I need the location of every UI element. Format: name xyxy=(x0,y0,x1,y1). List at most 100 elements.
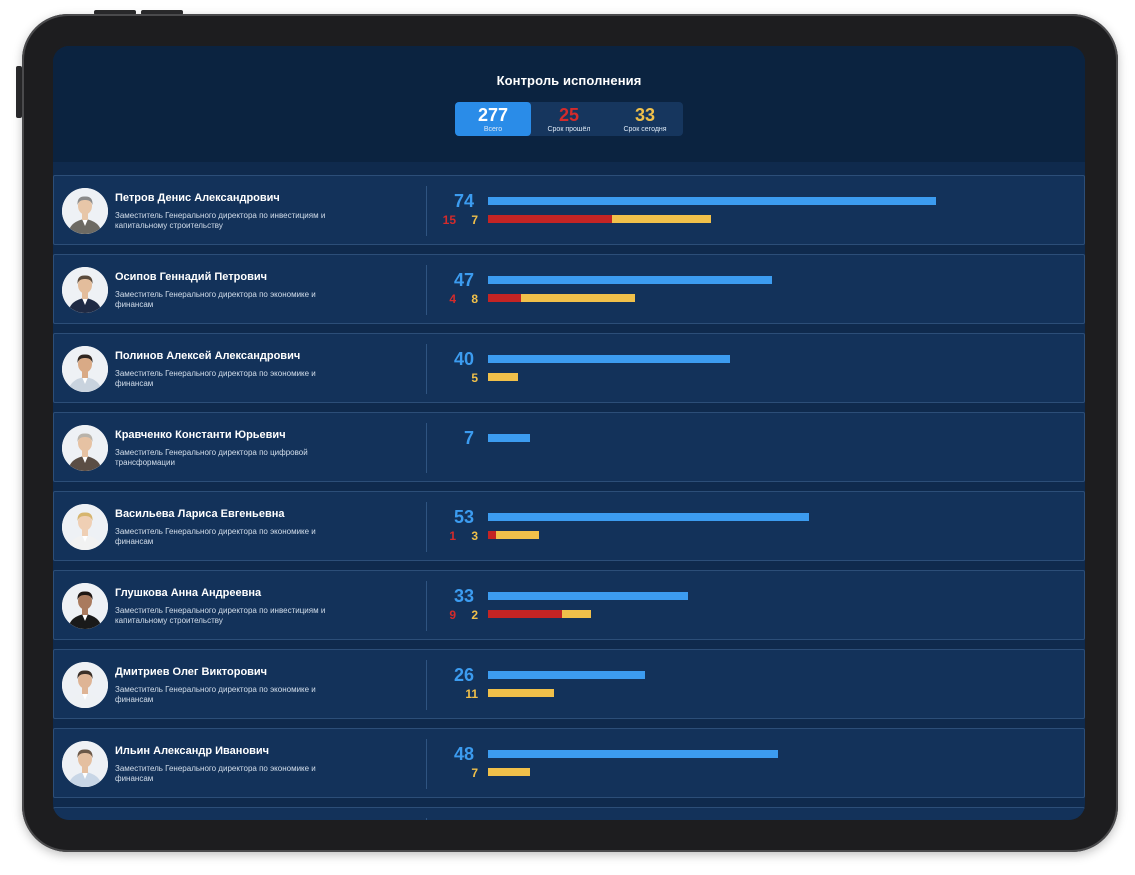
divider xyxy=(426,739,427,789)
employee-name: Ильин Александр Иванович xyxy=(115,745,270,757)
person-photo xyxy=(62,583,108,629)
total-bar xyxy=(488,750,779,758)
total-count: 26 xyxy=(453,665,474,685)
tab-today[interactable]: 33 Срок сегодня xyxy=(607,102,683,136)
total-count: 53 xyxy=(453,507,474,527)
tab-total-label: Всего xyxy=(483,125,503,133)
overdue-bar xyxy=(488,610,563,618)
employee-row[interactable]: Глушкова Анна Андреевна Заместитель Гене… xyxy=(53,570,1085,640)
employee-name: Осипов Геннадий Петрович xyxy=(115,271,267,283)
employee-row[interactable]: Полинов Алексей Александрович Заместител… xyxy=(53,333,1085,403)
today-bar xyxy=(488,768,530,776)
avatar xyxy=(62,741,108,787)
divider xyxy=(426,423,427,473)
person-photo xyxy=(62,267,108,313)
tab-total[interactable]: 277 Всего xyxy=(455,102,531,136)
total-count: 33 xyxy=(453,586,474,606)
today-bar xyxy=(488,373,518,381)
today-count: 7 xyxy=(471,213,478,227)
avatar xyxy=(62,662,108,708)
person-photo xyxy=(62,188,108,234)
volume-down-button xyxy=(141,10,183,15)
overdue-bar xyxy=(488,531,497,539)
today-count: 8 xyxy=(471,292,478,306)
avatar xyxy=(62,346,108,392)
employee-row[interactable]: Дмитриев Олег Викторович Заместитель Ген… xyxy=(53,649,1085,719)
total-bar xyxy=(488,276,773,284)
overdue-count: 9 xyxy=(449,608,456,622)
avatar xyxy=(62,583,108,629)
employee-row[interactable]: Петров Денис Александрович Заместитель Г… xyxy=(53,175,1085,245)
total-count: 47 xyxy=(453,270,474,290)
avatar xyxy=(62,267,108,313)
person-photo xyxy=(62,425,108,471)
employee-name: Дмитриев Олег Викторович xyxy=(115,666,268,678)
total-bar xyxy=(488,513,809,521)
overdue-bar xyxy=(488,215,612,223)
volume-up-button xyxy=(94,10,136,15)
avatar xyxy=(62,188,108,234)
today-count: 3 xyxy=(471,529,478,543)
today-count: 5 xyxy=(471,371,478,385)
overdue-bar xyxy=(488,294,521,302)
employee-position: Заместитель Генерального директора по ци… xyxy=(115,448,308,467)
total-count: 48 xyxy=(453,744,474,764)
employee-position: Заместитель Генерального директора по ин… xyxy=(115,211,326,230)
total-count: 74 xyxy=(453,191,474,211)
avatar xyxy=(62,504,108,550)
employee-position: Заместитель Генерального директора по эк… xyxy=(115,527,316,546)
total-bar xyxy=(488,355,730,363)
tab-total-value: 277 xyxy=(477,104,509,125)
employee-row[interactable]: Васильева Лариса Евгеньевна Заместитель … xyxy=(53,491,1085,561)
page-title: Контроль исполнения xyxy=(496,73,642,88)
tab-today-label: Срок сегодня xyxy=(623,125,667,133)
divider xyxy=(426,660,427,710)
employee-name: Петров Денис Александрович xyxy=(115,192,280,204)
overdue-count: 1 xyxy=(449,529,456,543)
avatar xyxy=(62,425,108,471)
total-count: 7 xyxy=(463,428,474,448)
employee-row[interactable]: Кравченко Константи Юрьевич Заместитель … xyxy=(53,412,1085,482)
today-bar xyxy=(496,531,539,539)
today-bar xyxy=(488,689,554,697)
employee-name: Глушкова Анна Андреевна xyxy=(115,587,262,599)
total-bar xyxy=(488,592,688,600)
person-photo xyxy=(62,346,108,392)
power-button xyxy=(16,66,22,118)
total-bar xyxy=(488,197,936,205)
employee-position: Заместитель Генерального директора по ин… xyxy=(115,606,326,625)
tab-overdue-value: 25 xyxy=(558,104,580,125)
employee-name: Васильева Лариса Евгеньевна xyxy=(115,508,285,520)
employee-row-partial[interactable] xyxy=(53,807,1085,820)
today-count: 7 xyxy=(471,766,478,780)
divider xyxy=(426,186,427,236)
app-screen: Контроль исполнения 277 Всего 25 Срок пр… xyxy=(53,46,1085,820)
divider xyxy=(426,581,427,631)
tab-overdue-label: Срок прошёл xyxy=(547,125,591,133)
employee-position: Заместитель Генерального директора по эк… xyxy=(115,685,316,704)
employee-name: Кравченко Константи Юрьевич xyxy=(115,429,286,441)
today-count: 2 xyxy=(471,608,478,622)
header: Контроль исполнения 277 Всего 25 Срок пр… xyxy=(53,46,1085,162)
today-bar xyxy=(611,215,712,223)
tab-overdue[interactable]: 25 Срок прошёл xyxy=(531,102,607,136)
person-photo xyxy=(62,662,108,708)
overdue-count: 15 xyxy=(442,213,456,227)
employee-row[interactable]: Ильин Александр Иванович Заместитель Ген… xyxy=(53,728,1085,798)
employee-row[interactable]: Осипов Геннадий Петрович Заместитель Ген… xyxy=(53,254,1085,324)
today-count: 11 xyxy=(465,687,478,701)
tab-today-value: 33 xyxy=(634,104,656,125)
divider xyxy=(426,265,427,315)
divider xyxy=(426,818,427,820)
total-bar xyxy=(488,671,646,679)
divider xyxy=(426,502,427,552)
overdue-count: 4 xyxy=(449,292,456,306)
person-photo xyxy=(62,504,108,550)
summary-tabs: 277 Всего 25 Срок прошёл 33 Срок сегодня xyxy=(455,102,683,136)
person-photo xyxy=(62,741,108,787)
today-bar xyxy=(562,610,591,618)
today-bar xyxy=(521,294,635,302)
employee-name: Полинов Алексей Александрович xyxy=(115,350,301,362)
employee-position: Заместитель Генерального директора по эк… xyxy=(115,369,316,388)
total-bar xyxy=(488,434,531,442)
